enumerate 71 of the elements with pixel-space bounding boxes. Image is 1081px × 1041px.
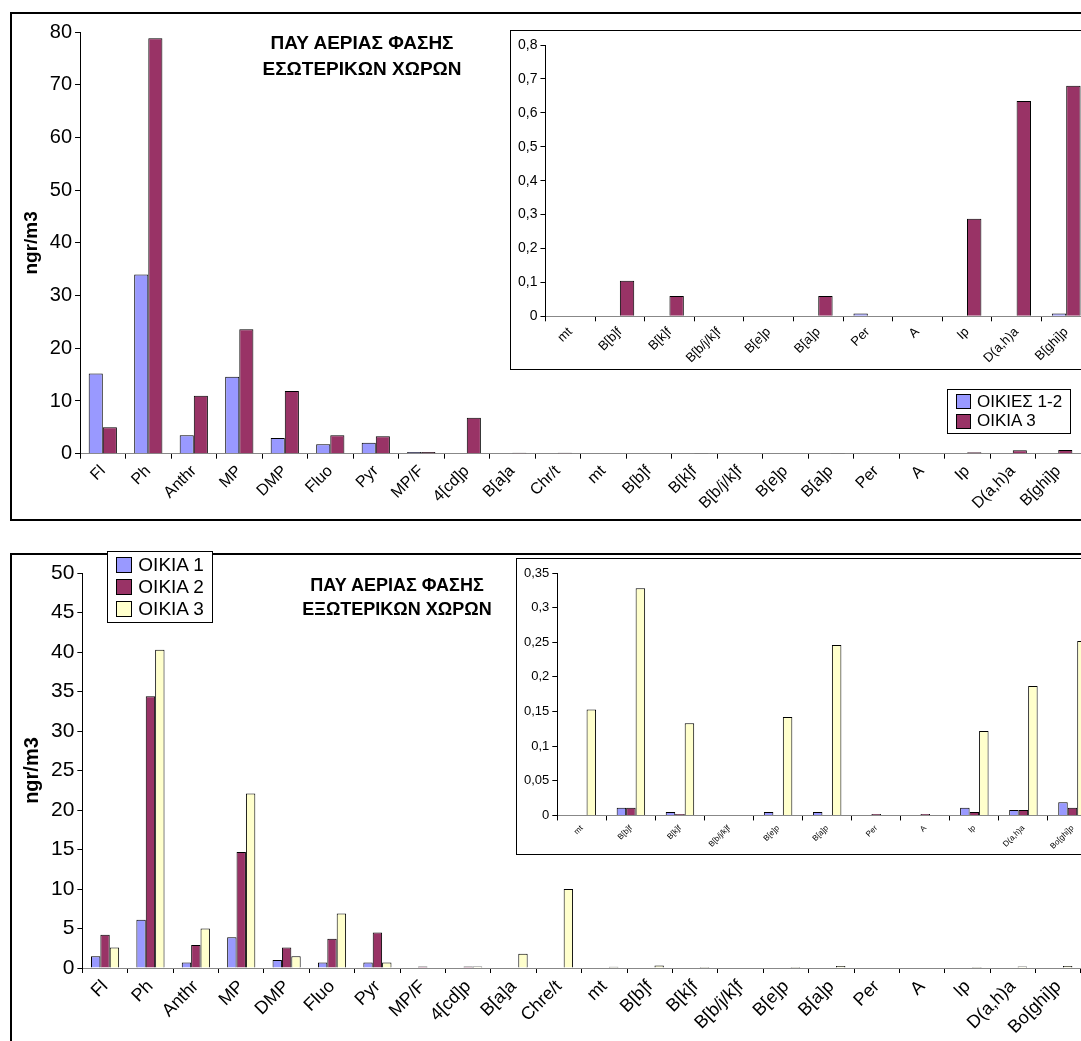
legend-label: ΟΙΚΙΑ 3	[138, 597, 204, 620]
x-tick-label: Fl	[86, 975, 112, 1001]
x-tick-label: A	[905, 323, 923, 341]
x-tick-label: A	[907, 461, 928, 482]
x-tick-label: MP	[214, 975, 248, 1010]
y-tick-label: 15	[51, 836, 75, 860]
x-tick-label: Per	[849, 975, 884, 1010]
x-tick-label: Ph	[127, 461, 154, 488]
y-tick-label: 0,15	[523, 703, 550, 719]
y-tick-label: 0,25	[523, 633, 550, 649]
y-tick-label: 20	[49, 335, 73, 358]
y-tick-label: 0	[60, 441, 73, 464]
x-tick-label: mt	[554, 323, 576, 345]
legend-label: ΟΙΚΙΑ 2	[138, 575, 204, 598]
x-tick-label: Pyr	[352, 461, 382, 491]
y-tick-label: 0,6	[517, 103, 538, 120]
y-tick-label: 5	[62, 915, 75, 939]
x-tick-label: Ip	[951, 461, 973, 484]
x-tick-label: Per	[851, 461, 882, 492]
y-tick-label: 80	[49, 19, 73, 42]
y-tick-label: 70	[49, 72, 73, 95]
y-tick-label: 0,2	[517, 239, 538, 256]
y-axis-title: ngr/m3	[19, 737, 42, 804]
x-tick-label: A	[918, 822, 929, 834]
x-tick-label: Fluo	[299, 975, 339, 1015]
y-tick-label: 60	[49, 124, 73, 147]
x-tick-label: Ip	[953, 323, 972, 343]
x-tick-label: mt	[572, 822, 586, 837]
x-tick-label: Ip	[966, 823, 978, 835]
x-tick-label: A	[905, 975, 929, 999]
y-tick-label: 20	[51, 796, 75, 820]
y-tick-label: 0,1	[531, 737, 550, 753]
y-tick-label: 50	[49, 177, 73, 200]
y-tick-label: 0	[542, 807, 550, 823]
y-tick-label: 0,3	[531, 599, 550, 615]
x-tick-label: Per	[864, 823, 880, 839]
y-tick-label: 40	[51, 638, 75, 662]
y-axis-title: ngr/m3	[19, 211, 41, 275]
legend-label: ΟΙΚΙΕΣ 1-2	[977, 391, 1063, 412]
y-tick-label: 45	[51, 599, 75, 623]
y-tick-label: 0,4	[517, 171, 538, 188]
y-tick-label: 30	[49, 283, 73, 306]
text: ΠΑΥ ΑΕΡΙΑΣ ΦΑΣΗΣ ΕΞΩΤΕΡΙΚΩΝ ΧΩΡΩΝ	[302, 575, 492, 620]
x-tick-label: mt	[582, 975, 611, 1005]
y-tick-label: 10	[49, 388, 73, 411]
y-tick-label: 0,5	[517, 137, 538, 154]
y-tick-label: 35	[51, 678, 75, 702]
legend-label: ΟΙΚΙΑ 1	[138, 554, 204, 576]
x-tick-label: Fl	[86, 461, 109, 484]
y-tick-label: 0,1	[517, 273, 538, 290]
y-tick-label: 10	[51, 875, 75, 899]
x-tick-label: Pyr	[350, 975, 384, 1010]
y-tick-label: 0,2	[531, 668, 550, 684]
x-tick-label: Fluo	[301, 461, 336, 496]
text: ΠΑΥ ΑΕΡΙΑΣ ΦΑΣΗΣ ΕΣΩΤΕΡΙΚΩΝ ΧΩΡΩΝ	[261, 31, 463, 81]
legend-label: ΟΙΚΙΑ 3	[977, 411, 1036, 431]
y-tick-label: 50	[51, 559, 75, 583]
x-tick-label: mt	[583, 461, 609, 487]
x-tick-label: Ph	[127, 975, 157, 1006]
y-tick-label: 0	[62, 954, 75, 978]
y-tick-label: 0,35	[523, 564, 550, 580]
x-tick-label: Per	[847, 323, 873, 349]
y-tick-label: 30	[51, 717, 75, 741]
y-tick-label: 0,3	[517, 205, 538, 222]
y-tick-label: 0,7	[517, 69, 538, 86]
y-tick-label: 0,8	[517, 35, 538, 52]
x-tick-label: MP	[215, 461, 245, 491]
y-tick-label: 40	[49, 230, 73, 253]
y-tick-label: 25	[51, 757, 75, 781]
y-tick-label: 0,05	[523, 772, 550, 788]
y-tick-label: 0	[529, 307, 538, 324]
